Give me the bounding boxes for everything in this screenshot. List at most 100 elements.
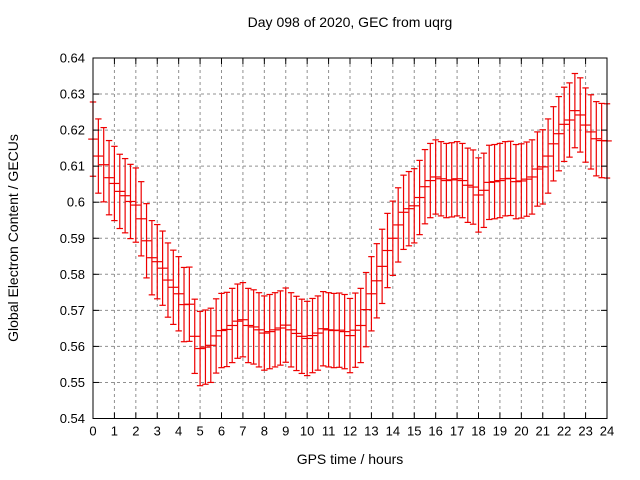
x-tick-label: 9: [282, 424, 289, 439]
error-bar: [570, 72, 580, 149]
error-bar: [409, 168, 420, 244]
error-bar: [537, 129, 548, 205]
error-bar: [473, 157, 484, 233]
error-bar: [468, 149, 478, 225]
y-tick-label: 0.56: [60, 339, 85, 354]
error-bar: [404, 170, 414, 247]
y-tick-label: 0.54: [60, 411, 85, 426]
error-bar: [98, 126, 109, 203]
error-bar: [147, 219, 157, 296]
error-bar: [179, 266, 189, 343]
error-bar: [152, 223, 163, 300]
error-bar: [114, 153, 125, 230]
error-bar: [339, 293, 350, 370]
x-tick-label: 10: [300, 424, 314, 439]
error-bar: [104, 139, 114, 216]
error-bar: [586, 94, 596, 170]
error-bar: [275, 290, 286, 366]
error-bar: [350, 292, 361, 368]
x-tick-label: 6: [218, 424, 225, 439]
error-bar: [222, 291, 232, 368]
error-bar: [243, 287, 254, 364]
error-bar: [248, 289, 259, 365]
error-bar: [371, 243, 382, 319]
error-bar: [254, 292, 264, 368]
y-tick-label: 0.55: [60, 375, 85, 390]
error-bar: [200, 309, 211, 385]
error-bar: [382, 212, 393, 289]
error-bar: [297, 298, 307, 375]
error-bar: [286, 292, 296, 368]
x-tick-label: 4: [175, 424, 182, 439]
error-bar: [355, 287, 366, 364]
x-tick-label: 15: [407, 424, 421, 439]
error-bar: [313, 295, 323, 371]
x-tick-label: 5: [196, 424, 203, 439]
error-bar: [543, 118, 553, 194]
x-tick-label: 19: [493, 424, 507, 439]
error-bar: [393, 187, 403, 263]
error-bar: [131, 167, 141, 243]
error-bar: [184, 266, 195, 342]
error-bar: [168, 249, 179, 326]
error-bar: [195, 310, 205, 387]
error-bar: [479, 152, 489, 229]
error-bar: [554, 95, 564, 172]
error-bar: [109, 145, 120, 222]
x-tick-label: 17: [450, 424, 464, 439]
error-bar: [414, 159, 425, 236]
error-bar: [211, 298, 221, 374]
x-tick-label: 8: [261, 424, 268, 439]
error-bar: [270, 292, 280, 368]
chart-title: Day 098 of 2020, GEC from uqrg: [248, 14, 453, 30]
error-bar: [500, 141, 511, 217]
error-bar: [307, 297, 318, 374]
x-tick-label: 13: [364, 424, 378, 439]
error-bar: [521, 141, 532, 217]
error-bar: [484, 144, 495, 221]
error-bar: [377, 228, 387, 305]
x-tick-label: 1: [111, 424, 118, 439]
y-tick-label: 0.61: [60, 159, 85, 174]
error-bar: [345, 297, 355, 374]
y-tick-label: 0.59: [60, 231, 85, 246]
error-bar: [323, 292, 334, 368]
x-tick-label: 21: [536, 424, 550, 439]
error-bar: [559, 86, 569, 163]
error-bar: [462, 147, 473, 223]
error-bar: [420, 148, 430, 225]
error-bar: [259, 295, 270, 371]
error-bar: [205, 307, 216, 384]
error-bar: [361, 271, 371, 348]
error-bar: [291, 295, 302, 372]
error-bar: [398, 174, 409, 251]
error-bar: [136, 181, 146, 257]
x-tick-label: 11: [322, 424, 336, 439]
error-bar: [93, 118, 104, 194]
error-bar: [125, 163, 136, 240]
error-bar: [446, 142, 457, 218]
y-tick-label: 0.58: [60, 267, 85, 282]
error-bar: [173, 256, 184, 332]
error-bar: [189, 298, 200, 375]
error-bar: [232, 283, 243, 359]
error-bar: [280, 287, 291, 363]
error-bar: [575, 77, 586, 153]
x-tick-label: 3: [154, 424, 161, 439]
x-tick-label: 24: [600, 424, 614, 439]
error-bar: [120, 157, 130, 234]
error-bar: [548, 106, 559, 182]
error-bar: [227, 287, 238, 364]
error-bar: [388, 200, 398, 276]
error-bar: [580, 87, 591, 163]
error-bar: [141, 203, 152, 279]
error-bar: [532, 131, 543, 207]
error-bar: [495, 142, 505, 219]
y-tick-label: 0.62: [60, 123, 85, 138]
error-bar: [216, 292, 227, 369]
error-bar: [264, 293, 275, 370]
error-bar: [457, 142, 468, 219]
x-tick-label: 14: [386, 424, 400, 439]
x-axis-label: GPS time / hours: [297, 451, 404, 467]
